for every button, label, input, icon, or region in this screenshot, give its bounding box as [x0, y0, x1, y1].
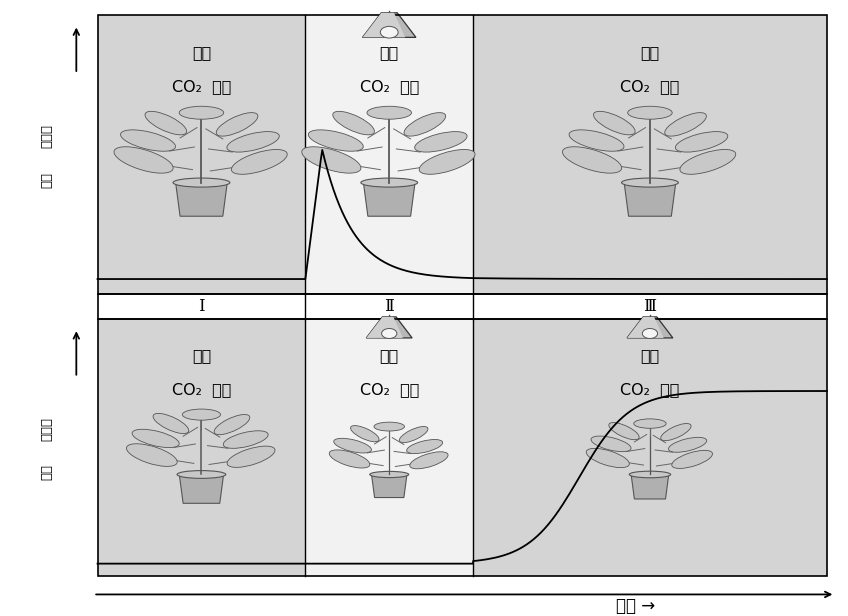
Ellipse shape [179, 107, 224, 120]
Bar [305, 319, 473, 576]
Ellipse shape [223, 431, 268, 448]
Text: CO₂  없음: CO₂ 없음 [360, 383, 419, 397]
Ellipse shape [227, 446, 275, 468]
Ellipse shape [609, 423, 639, 440]
Polygon shape [362, 13, 416, 38]
Ellipse shape [622, 178, 678, 187]
Polygon shape [364, 182, 415, 216]
Bar [473, 319, 827, 576]
Ellipse shape [629, 471, 671, 478]
Ellipse shape [227, 132, 279, 152]
Ellipse shape [665, 113, 706, 136]
Ellipse shape [329, 450, 370, 468]
Polygon shape [362, 13, 405, 38]
Ellipse shape [672, 450, 712, 468]
Text: CO₂  있음: CO₂ 있음 [172, 79, 232, 94]
Ellipse shape [232, 150, 287, 174]
Text: 어둠: 어둠 [192, 45, 211, 60]
Ellipse shape [419, 150, 475, 174]
Text: 시간 →: 시간 → [616, 596, 656, 615]
Polygon shape [366, 317, 403, 338]
Ellipse shape [153, 413, 189, 434]
Text: 밝음: 밝음 [640, 349, 660, 363]
Ellipse shape [628, 107, 672, 120]
Polygon shape [371, 474, 407, 498]
Ellipse shape [407, 440, 443, 453]
Ellipse shape [367, 107, 411, 120]
Ellipse shape [382, 328, 397, 339]
Ellipse shape [332, 111, 375, 135]
Ellipse shape [594, 111, 635, 135]
Text: 밝음: 밝음 [380, 45, 399, 60]
Ellipse shape [415, 132, 467, 152]
Text: CO₂  없음: CO₂ 없음 [360, 79, 419, 94]
Ellipse shape [404, 113, 446, 136]
Ellipse shape [309, 130, 363, 152]
Text: Ⅰ: Ⅰ [198, 298, 204, 315]
Bar [98, 319, 305, 576]
Text: Ⅱ: Ⅱ [384, 298, 394, 315]
Ellipse shape [675, 132, 728, 152]
Ellipse shape [132, 429, 179, 448]
Ellipse shape [642, 328, 657, 339]
Ellipse shape [410, 452, 448, 469]
Text: CO₂  있음: CO₂ 있음 [620, 79, 679, 94]
Text: 어둠: 어둠 [192, 349, 211, 363]
Text: Ⅲ: Ⅲ [644, 298, 656, 315]
Ellipse shape [399, 426, 428, 443]
Ellipse shape [334, 439, 371, 453]
Polygon shape [179, 474, 224, 503]
Text: 광합성: 광합성 [40, 124, 53, 148]
Ellipse shape [633, 419, 667, 428]
Ellipse shape [380, 26, 399, 38]
Ellipse shape [350, 426, 379, 442]
Ellipse shape [569, 130, 624, 152]
Ellipse shape [114, 147, 173, 173]
Text: CO₂  있음: CO₂ 있음 [172, 383, 232, 397]
Ellipse shape [562, 147, 622, 173]
Text: 광합성: 광합성 [40, 417, 53, 441]
Ellipse shape [214, 415, 250, 435]
Text: 밝음: 밝음 [380, 349, 399, 363]
Polygon shape [631, 474, 669, 499]
Bar [98, 294, 827, 319]
Ellipse shape [126, 444, 177, 466]
Ellipse shape [302, 147, 361, 173]
Ellipse shape [120, 130, 176, 152]
Bar [98, 15, 827, 294]
Text: 속도: 속도 [40, 464, 53, 480]
Ellipse shape [370, 471, 409, 477]
Bar [305, 15, 473, 294]
Polygon shape [624, 182, 676, 216]
Text: 어둠: 어둠 [640, 45, 660, 60]
Ellipse shape [591, 436, 631, 452]
Bar [473, 15, 827, 294]
Polygon shape [627, 317, 664, 338]
Ellipse shape [374, 422, 404, 431]
Ellipse shape [182, 409, 220, 420]
Polygon shape [176, 182, 227, 216]
Ellipse shape [661, 424, 691, 440]
Bar [98, 319, 827, 576]
Text: 속도: 속도 [40, 172, 53, 187]
Bar [98, 15, 305, 294]
Ellipse shape [173, 178, 230, 187]
Ellipse shape [216, 113, 258, 136]
Ellipse shape [680, 150, 736, 174]
Polygon shape [627, 317, 672, 338]
Ellipse shape [145, 111, 187, 135]
Ellipse shape [586, 448, 629, 468]
Ellipse shape [177, 471, 226, 479]
Ellipse shape [668, 437, 706, 452]
Text: CO₂  있음: CO₂ 있음 [620, 383, 679, 397]
Ellipse shape [361, 178, 417, 187]
Polygon shape [366, 317, 412, 338]
